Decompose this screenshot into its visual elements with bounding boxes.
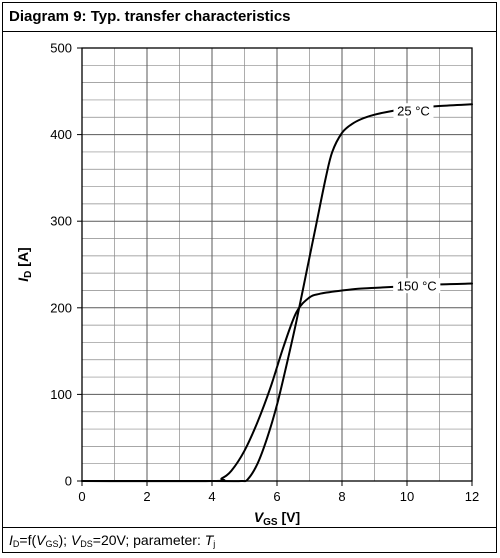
x-axis-label-unit: [V] bbox=[278, 509, 301, 525]
curve-annotations: 25 °C 150 °C bbox=[393, 103, 441, 294]
data-series bbox=[81, 103, 473, 483]
series-line-0 bbox=[81, 103, 473, 483]
caption-t-subscript: j bbox=[213, 539, 216, 549]
diagram-frame: Diagram 9: Typ. transfer characteristics… bbox=[2, 2, 497, 553]
x-tick-label: 4 bbox=[208, 489, 215, 504]
caption-sep-text: ); bbox=[58, 532, 71, 548]
y-axis-label-subscript: D bbox=[23, 271, 34, 278]
caption-id-subscript: D bbox=[12, 539, 20, 549]
caption-param-text: =20V; parameter: bbox=[92, 532, 205, 548]
y-axis-label-unit: [A] bbox=[15, 247, 31, 270]
x-axis-label-symbol: V bbox=[254, 509, 265, 525]
caption-vgs-subscript: GS bbox=[45, 539, 59, 549]
y-axis-label: ID [A] bbox=[15, 247, 34, 281]
y-tick-label: 100 bbox=[50, 387, 72, 402]
caption-t-symbol: T bbox=[204, 532, 214, 548]
caption-vds-subscript: DS bbox=[80, 539, 93, 549]
x-tick-label: 2 bbox=[143, 489, 150, 504]
series-line-1 bbox=[81, 282, 473, 483]
y-tick-labels: 0 100 200 300 400 500 bbox=[50, 41, 72, 489]
curve-label-0: 25 °C bbox=[397, 104, 430, 119]
y-axis-label-symbol: I bbox=[15, 277, 31, 282]
y-tick-label: 400 bbox=[50, 127, 72, 142]
x-tick-labels: 0 2 4 6 8 10 12 bbox=[78, 489, 479, 504]
y-tick-label: 200 bbox=[50, 300, 72, 315]
x-axis-label-subscript: GS bbox=[263, 517, 278, 528]
caption-vgs-symbol: V bbox=[36, 532, 46, 548]
x-tick-label: 0 bbox=[78, 489, 85, 504]
x-tick-label: 12 bbox=[465, 489, 479, 504]
title-bar: Diagram 9: Typ. transfer characteristics bbox=[3, 3, 496, 32]
curve-label-background-0 bbox=[393, 103, 434, 119]
x-tick-label: 8 bbox=[338, 489, 345, 504]
y-tick-label: 500 bbox=[50, 41, 72, 56]
chart-caption: ID=f(VGS); VDS=20V; parameter: Tj bbox=[9, 532, 215, 549]
curve-label-background-1 bbox=[393, 278, 441, 294]
x-tick-label: 10 bbox=[400, 489, 414, 504]
x-axis-label: VGS [V] bbox=[254, 509, 300, 528]
curve-label-1: 150 °C bbox=[397, 279, 437, 294]
caption-id-symbol: I bbox=[9, 532, 13, 548]
x-tick-label: 6 bbox=[273, 489, 280, 504]
y-tick-label: 0 bbox=[65, 474, 72, 489]
caption-eq-text: =f( bbox=[19, 532, 37, 548]
y-tick-label: 300 bbox=[50, 214, 72, 229]
chart-title: Diagram 9: Typ. transfer characteristics bbox=[9, 8, 291, 25]
caption-vds-symbol: V bbox=[70, 532, 81, 548]
caption-bar: ID=f(VGS); VDS=20V; parameter: Tj bbox=[3, 527, 496, 552]
